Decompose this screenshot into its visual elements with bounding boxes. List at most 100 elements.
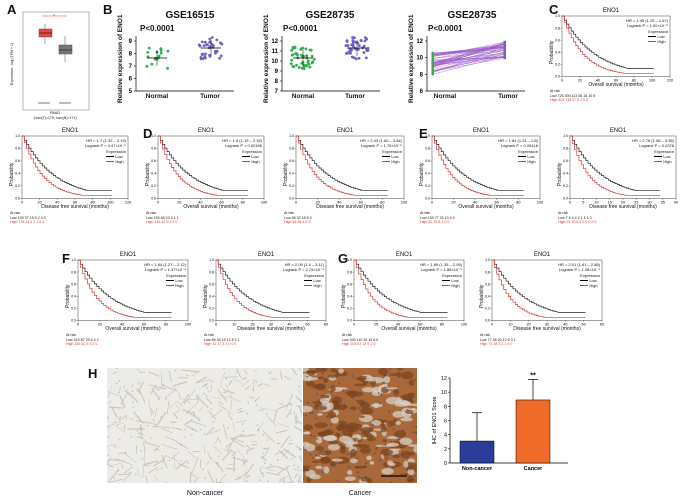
km-xtick: 60 [324, 322, 328, 326]
km-legend-low: Low [451, 278, 459, 283]
km-xtick: 40 [287, 322, 291, 326]
b1-dot-tumor [202, 44, 206, 48]
km-logrank: Logrank P = 0.00186 [224, 143, 262, 148]
km-hr: HR = 2.01 (1.41 – 2.88) [558, 262, 600, 267]
panel-label-g: G [338, 251, 349, 266]
b2-dot-tumor [356, 48, 360, 51]
km-title: ENO1 [602, 8, 620, 14]
km-plot-f1: 0.0 0.2 0.4 0.6 0.8 1.0 0 20 40 60 80 100 ENO1 HR = 1… [64, 252, 192, 368]
km-curve-high [570, 135, 661, 196]
km-curve-high [492, 259, 586, 318]
km-at-risk: At risk [480, 333, 490, 338]
km-ytick: 0.6 [15, 159, 20, 163]
km-ytick: 0.2 [151, 184, 156, 188]
km-xtick: 20 [98, 322, 102, 326]
km-ytick: 0.0 [425, 197, 430, 201]
b2-ytick: 10 [272, 59, 279, 65]
b1-dot-tumor [203, 40, 207, 44]
km-xtick: 0 [215, 322, 217, 326]
panel-a-xnote: (num(T)=179; num(N)=171) [33, 116, 77, 120]
km-ytick: 1.0 [347, 258, 352, 262]
km-legend-high: High [527, 159, 536, 164]
km-title: ENO1 [336, 128, 354, 134]
km-legend-low: Low [657, 34, 665, 39]
b2-dot-tumor [362, 51, 366, 54]
km-ytick: 0.4 [71, 294, 76, 298]
km-plot-d2: 0.0 0.2 0.4 0.6 0.8 1.0 0 20 40 60 80 100 ENO1 HR = 2… [282, 128, 408, 248]
km-plot-c1: 0.0 0.2 0.4 0.6 0.8 1.0 0 20 40 60 80 100 120 ENO1 HR … [548, 8, 674, 124]
km-plot-g1: 0.0 0.2 0.4 0.6 0.8 1.0 0 20 40 60 80 100 ENO1 HR = 1… [340, 252, 468, 368]
km-ylabel: Probability [549, 40, 555, 65]
km-hr: HR = 2.09 (1.4 – 3.11) [284, 262, 324, 267]
km-plot-e1: 0.0 0.2 0.4 0.6 0.8 1.0 0 20 40 60 80 100 ENO1 HR = 1… [418, 128, 544, 248]
km-xtick: 100 [401, 200, 407, 204]
ihc-cancer-image [303, 368, 417, 483]
km-xtick: 60 [359, 200, 363, 204]
b2-ytick: 7 [275, 89, 279, 95]
km-xtick: 20 [251, 322, 255, 326]
b2-scatter: 7 8 9 10 11 12 [272, 36, 380, 95]
bar-ytick: 12 [441, 376, 447, 382]
km-risk-low: Low 725 300 113 56 18 10 5 [550, 93, 596, 98]
km-risk-low: Low 77 46 20 12 8 3 1 [480, 337, 516, 342]
b1-dot-normal [153, 57, 157, 61]
b2-dot-tumor [349, 51, 352, 55]
km-legend-title: Expression [654, 149, 674, 154]
b2-dot-normal [292, 65, 296, 69]
km-title: ENO1 [609, 128, 627, 134]
ihc-noncancer-caption: Non-cancer [186, 490, 224, 497]
b1-ytick: 9 [129, 39, 133, 45]
km-curves: 0.0 0.2 0.4 0.6 0.8 1.0 0 20 40 60 80 100 [151, 134, 267, 204]
b1-dot-tumor [205, 43, 209, 47]
b3-pair-line [432, 53, 506, 72]
km-at-risk: At risk [558, 211, 568, 216]
km-ytick: 0.4 [485, 294, 490, 298]
panel-label-h: H [88, 366, 98, 381]
km-curve-low [22, 135, 113, 191]
km-risk-high: High 42 17 3 1 0 0 0 [204, 342, 237, 347]
km-curves: 0.0 0.2 0.4 0.6 0.8 1.0 0 5 10 15 20 25 30 35 40 [563, 134, 678, 204]
km-xtick: 10 [508, 322, 512, 326]
panel-a-boxplot: * [22, 11, 90, 111]
km-xtick: 80 [632, 78, 636, 82]
km-risk-high: High 62 25 8 3 0 0 [420, 220, 450, 225]
km-ytick: 1.0 [485, 258, 490, 262]
b2-ylabel: Relative expression of ENO1 [263, 14, 270, 103]
km-xtick: 0 [353, 322, 355, 326]
b2-dot-normal [305, 54, 309, 58]
b2-dot-tumor [357, 56, 361, 60]
km-legend-title: Expression [518, 149, 538, 154]
km-legend-low: Low [251, 154, 259, 159]
km-hr: HR = 2.43 (1.62 – 3.64) [360, 138, 402, 143]
km-curve-high [296, 135, 388, 196]
km-risk-high: High 178 11 4 2 1 0 0 [10, 220, 45, 225]
b2-dot-normal [306, 59, 310, 63]
b2-dot-tumor [352, 36, 356, 40]
km-ytick: 0.2 [563, 184, 568, 188]
ihc-noncancer-image [107, 368, 302, 483]
b2-dot-normal [302, 67, 306, 71]
km-xtick: 60 [73, 200, 77, 204]
km-ytick: 1.0 [289, 134, 294, 138]
km-ytick: 0.6 [71, 282, 76, 286]
km-title: ENO1 [119, 252, 137, 258]
km-legend-title: Expression [166, 273, 186, 278]
b1-dot-tumor [204, 56, 207, 60]
bar-category-label: Non-cancer [462, 466, 493, 472]
b1-dot-tumor [208, 45, 212, 49]
km-ytick: 0.8 [563, 147, 568, 151]
b3-dot-tumor [503, 41, 506, 45]
b2-dot-normal [295, 63, 298, 67]
km-xtick: 0 [77, 322, 79, 326]
km-xtick: 10 [594, 200, 598, 204]
km-logrank: Logrank P = 1.08×10⁻⁴ [558, 267, 600, 272]
km-ytick: 0.8 [71, 270, 76, 274]
km-ytick: 1.0 [425, 134, 430, 138]
km-ytick: 0.4 [347, 294, 352, 298]
km-ytick: 0.2 [15, 184, 20, 188]
km-curve-high [216, 259, 310, 318]
km-risk-low: Low 58 32 18 6 2 [284, 215, 312, 220]
b1-dot-normal [146, 55, 150, 59]
panel-label-d: D [143, 126, 153, 141]
panel-label-c: C [549, 2, 559, 17]
